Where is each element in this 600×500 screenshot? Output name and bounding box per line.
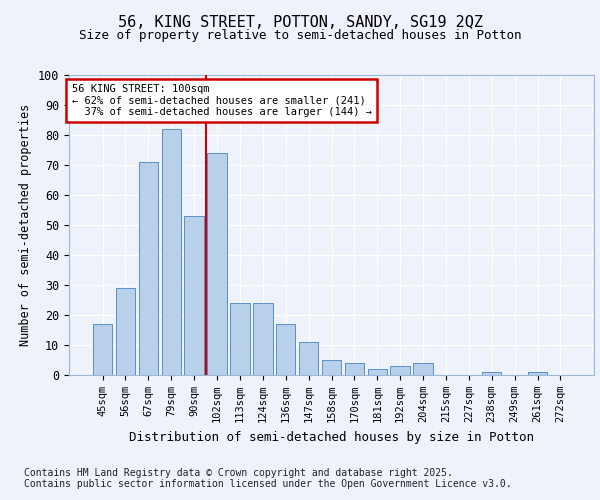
Text: 56 KING STREET: 100sqm
← 62% of semi-detached houses are smaller (241)
  37% of : 56 KING STREET: 100sqm ← 62% of semi-det…	[71, 84, 371, 117]
Bar	[116, 288, 135, 375]
Bar	[528, 372, 547, 375]
Bar	[413, 363, 433, 375]
Bar	[368, 369, 387, 375]
Bar	[93, 324, 112, 375]
Bar	[161, 129, 181, 375]
Text: Contains HM Land Registry data © Crown copyright and database right 2025.: Contains HM Land Registry data © Crown c…	[24, 468, 453, 477]
Bar	[139, 162, 158, 375]
Text: Contains public sector information licensed under the Open Government Licence v3: Contains public sector information licen…	[24, 479, 512, 489]
Y-axis label: Number of semi-detached properties: Number of semi-detached properties	[19, 104, 32, 346]
Bar	[208, 153, 227, 375]
Bar	[276, 324, 295, 375]
Bar	[253, 303, 272, 375]
Bar	[482, 372, 502, 375]
Bar	[299, 342, 319, 375]
Bar	[184, 216, 204, 375]
Bar	[322, 360, 341, 375]
Text: 56, KING STREET, POTTON, SANDY, SG19 2QZ: 56, KING STREET, POTTON, SANDY, SG19 2QZ	[118, 15, 482, 30]
Bar	[230, 303, 250, 375]
Bar	[344, 363, 364, 375]
X-axis label: Distribution of semi-detached houses by size in Potton: Distribution of semi-detached houses by …	[129, 430, 534, 444]
Text: Size of property relative to semi-detached houses in Potton: Size of property relative to semi-detach…	[79, 28, 521, 42]
Bar	[391, 366, 410, 375]
